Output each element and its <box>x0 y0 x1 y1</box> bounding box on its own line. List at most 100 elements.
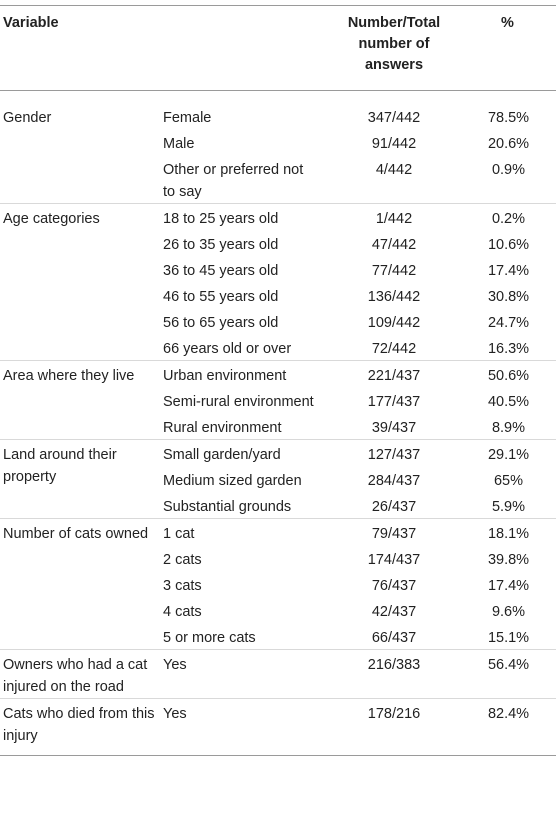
header-category <box>163 6 323 90</box>
percent-cell: 78.5% <box>487 110 530 126</box>
category-cell: Medium sized garden <box>163 473 302 489</box>
percent-cell: 5.9% <box>491 499 526 515</box>
number-cell: 109/442 <box>367 315 421 331</box>
table-group: Area where they live Urban environment 221… <box>0 361 556 440</box>
table-row: Male 91/442 20.6% <box>163 129 556 155</box>
category-cell: Substantial grounds <box>163 499 292 515</box>
table-group: Land around their property Small garden/y… <box>0 440 556 519</box>
table-group: Cats who died from this injury Yes 178/216… <box>0 699 556 747</box>
data-table: Variable Number/Total number of answers … <box>0 5 556 756</box>
table-group: Age categories 18 to 25 years old 1/442 0.2… <box>0 204 556 361</box>
number-cell: 39/437 <box>371 420 417 436</box>
group-rows: Urban environment 221/437 50.6% Semi-rural … <box>163 361 556 439</box>
number-cell: 66/437 <box>371 630 417 646</box>
table-row: Rural environment 39/437 8.9% <box>163 413 556 439</box>
table-row: Medium sized garden 284/437 65% <box>163 466 556 492</box>
variable-label: Owners who had a cat injured on the road <box>3 657 148 695</box>
table-row: Yes 178/216 82.4% <box>163 699 556 725</box>
variable-label: Number of cats owned <box>3 526 149 542</box>
number-cell: 47/442 <box>371 237 417 253</box>
category-cell: Semi-rural environment <box>163 394 314 410</box>
number-cell: 26/437 <box>371 499 417 515</box>
table-row: Substantial grounds 26/437 5.9% <box>163 492 556 518</box>
number-cell: 79/437 <box>371 526 417 542</box>
number-cell: 76/437 <box>371 578 417 594</box>
group-rows: Small garden/yard 127/437 29.1% Medium size… <box>163 440 556 518</box>
variable-label: Cats who died from this injury <box>3 706 155 744</box>
number-cell: 127/437 <box>367 447 421 463</box>
table-row: Other or preferred not to say 4/442 0.9% <box>163 155 556 203</box>
group-rows: 18 to 25 years old 1/442 0.2% 26 to 35 year… <box>163 204 556 360</box>
table-row: 18 to 25 years old 1/442 0.2% <box>163 204 556 230</box>
number-cell: 174/437 <box>367 552 421 568</box>
header-number: Number/Total number of answers <box>347 15 441 73</box>
category-cell: Small garden/yard <box>163 447 281 463</box>
table-group: Owners who had a cat injured on the road… <box>0 650 556 699</box>
number-cell: 72/442 <box>371 341 417 357</box>
table-row: Semi-rural environment 177/437 40.5% <box>163 387 556 413</box>
category-cell: Urban environment <box>163 368 287 384</box>
table-row: Small garden/yard 127/437 29.1% <box>163 440 556 466</box>
percent-cell: 24.7% <box>487 315 530 331</box>
category-cell: 2 cats <box>163 552 202 568</box>
table-row: 36 to 45 years old 77/442 17.4% <box>163 256 556 282</box>
variable-label: Area where they live <box>3 368 135 384</box>
category-cell: Other or preferred not to say <box>163 162 304 200</box>
table-row: 56 to 65 years old 109/442 24.7% <box>163 308 556 334</box>
percent-cell: 50.6% <box>487 368 530 384</box>
category-cell: 46 to 55 years old <box>163 289 279 305</box>
category-cell: 4 cats <box>163 604 202 620</box>
category-cell: Male <box>163 136 195 152</box>
variable-label: Gender <box>3 110 52 126</box>
percent-cell: 65% <box>493 473 524 489</box>
table-row: 46 to 55 years old 136/442 30.8% <box>163 282 556 308</box>
percent-cell: 18.1% <box>487 526 530 542</box>
percent-cell: 9.6% <box>491 604 526 620</box>
table-group: Number of cats owned 1 cat 79/437 18.1% 2 ca… <box>0 519 556 650</box>
group-rows: Yes 178/216 82.4% <box>163 699 556 747</box>
category-cell: Female <box>163 110 212 126</box>
category-cell: Rural environment <box>163 420 282 436</box>
number-cell: 221/437 <box>367 368 421 384</box>
percent-cell: 30.8% <box>487 289 530 305</box>
group-rows: Yes 216/383 56.4% <box>163 650 556 698</box>
table-body: Gender Female 347/442 78.5% Male 91/442 20.6% O… <box>0 91 556 755</box>
percent-cell: 8.9% <box>491 420 526 436</box>
percent-cell: 0.9% <box>491 162 526 178</box>
group-rows: 1 cat 79/437 18.1% 2 cats 174/437 39.8% 3 cats… <box>163 519 556 649</box>
percent-cell: 40.5% <box>487 394 530 410</box>
number-cell: 178/216 <box>367 706 421 722</box>
category-cell: 26 to 35 years old <box>163 237 279 253</box>
number-cell: 177/437 <box>367 394 421 410</box>
table-row: 3 cats 76/437 17.4% <box>163 571 556 597</box>
number-cell: 4/442 <box>375 162 413 178</box>
category-cell: 3 cats <box>163 578 202 594</box>
category-cell: Yes <box>163 706 187 722</box>
category-cell: 66 years old or over <box>163 341 292 357</box>
percent-cell: 29.1% <box>487 447 530 463</box>
table-row: Yes 216/383 56.4% <box>163 650 556 676</box>
percent-cell: 16.3% <box>487 341 530 357</box>
table-group: Gender Female 347/442 78.5% Male 91/442 20.6% O… <box>0 103 556 204</box>
category-cell: 36 to 45 years old <box>163 263 279 279</box>
table-row: 4 cats 42/437 9.6% <box>163 597 556 623</box>
category-cell: Yes <box>163 657 187 673</box>
percent-cell: 39.8% <box>487 552 530 568</box>
header-percent: % <box>501 15 514 31</box>
header-variable: Variable <box>3 15 59 31</box>
number-cell: 91/442 <box>371 136 417 152</box>
number-cell: 136/442 <box>367 289 421 305</box>
table-header: Variable Number/Total number of answers … <box>0 6 556 91</box>
category-cell: 1 cat <box>163 526 195 542</box>
percent-cell: 10.6% <box>487 237 530 253</box>
table-row: 26 to 35 years old 47/442 10.6% <box>163 230 556 256</box>
percent-cell: 82.4% <box>487 706 530 722</box>
percent-cell: 20.6% <box>487 136 530 152</box>
percent-cell: 17.4% <box>487 578 530 594</box>
table-row: 1 cat 79/437 18.1% <box>163 519 556 545</box>
number-cell: 42/437 <box>371 604 417 620</box>
category-cell: 56 to 65 years old <box>163 315 279 331</box>
table-row: Female 347/442 78.5% <box>163 103 556 129</box>
category-cell: 5 or more cats <box>163 630 256 646</box>
number-cell: 284/437 <box>367 473 421 489</box>
